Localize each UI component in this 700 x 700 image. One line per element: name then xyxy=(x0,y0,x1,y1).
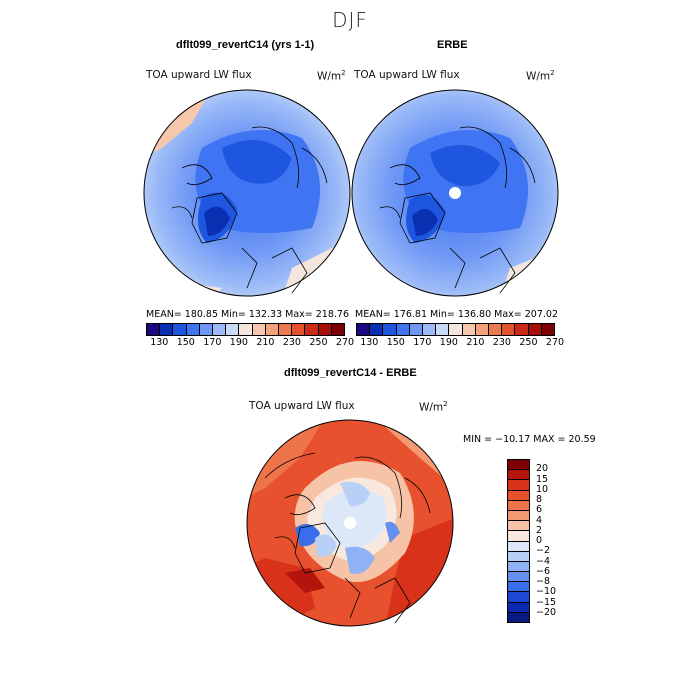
diff-colorbar-tick-label: 20 xyxy=(536,463,549,475)
diff-colorbar-tick-label: 15 xyxy=(536,473,549,485)
colorbar-swatch xyxy=(423,324,437,335)
diff-panel-stats: MIN = −10.17 MAX = 20.59 xyxy=(463,434,596,445)
diff-panel-units: W/m2 xyxy=(419,400,448,414)
diff-colorbar-tick-label: 2 xyxy=(536,524,543,536)
diff-colorbar-tick-label: −20 xyxy=(536,606,557,618)
panel-2-map xyxy=(351,89,559,297)
diff-colorbar-swatch xyxy=(508,541,529,552)
diff-panel-title: dflt099_revertC14 - ERBE xyxy=(284,367,417,379)
colorbar-swatch xyxy=(173,324,187,335)
diff-colorbar-swatch xyxy=(508,480,529,491)
colorbar-swatch xyxy=(462,324,476,335)
colorbar-swatch xyxy=(370,324,384,335)
diff-colorbar-tick-label: 0 xyxy=(536,535,543,546)
colorbar-tick-label: 130 xyxy=(360,337,379,348)
colorbar-swatch xyxy=(383,324,397,335)
panel-2-stats: MEAN= 176.81 Min= 136.80 Max= 207.02 xyxy=(355,309,559,320)
colorbar-tick-label: 150 xyxy=(386,337,405,348)
colorbar-tick-label: 130 xyxy=(150,337,169,348)
diff-colorbar-tick-label: −8 xyxy=(536,576,551,587)
diff-colorbar-swatch xyxy=(508,602,529,613)
season-title: DJF xyxy=(332,8,368,32)
colorbar-swatch xyxy=(226,324,240,335)
panel-1-title: dflt099_revertC14 (yrs 1-1) xyxy=(176,39,315,51)
panel-1-variable: TOA upward LW flux xyxy=(146,69,252,81)
colorbar-swatch xyxy=(318,324,332,335)
colorbar-swatch xyxy=(265,324,280,335)
colorbar-swatch xyxy=(515,324,529,335)
diff-colorbar-swatch xyxy=(508,490,529,501)
diff-colorbar-swatch xyxy=(508,521,529,532)
panel-2-units: W/m2 xyxy=(526,69,555,83)
panel-1-map xyxy=(143,89,351,297)
diff-colorbar-tick-label: −2 xyxy=(536,545,551,557)
diff-colorbar xyxy=(507,459,530,623)
diff-colorbar-swatch xyxy=(508,470,529,481)
colorbar-swatch xyxy=(528,324,542,335)
diff-colorbar-swatch xyxy=(508,612,529,622)
colorbar-swatch xyxy=(292,324,306,335)
diff-colorbar-swatch xyxy=(508,561,529,573)
diff-colorbar-tick-label: −6 xyxy=(536,565,551,577)
panel-2-colorbar-labels: 130 150 170 190 210 230 250 270 xyxy=(356,337,564,351)
colorbar-swatch xyxy=(502,324,516,335)
colorbar-tick-label: 150 xyxy=(176,337,195,348)
diff-panel-map xyxy=(246,419,454,627)
diff-colorbar-tick-label: 4 xyxy=(536,514,543,526)
colorbar-tick-label: 170 xyxy=(203,337,222,348)
diff-colorbar-swatch xyxy=(508,531,529,542)
diff-colorbar-swatch xyxy=(508,510,529,522)
colorbar-tick-label: 230 xyxy=(282,337,301,348)
colorbar-tick-label: 210 xyxy=(466,337,485,348)
colorbar-swatch xyxy=(305,324,319,335)
diff-colorbar-tick-label: −10 xyxy=(536,586,557,598)
panel-2-variable: TOA upward LW flux xyxy=(354,69,460,81)
colorbar-tick-label: 230 xyxy=(492,337,511,348)
colorbar-swatch xyxy=(331,324,345,335)
colorbar-swatch xyxy=(239,324,253,335)
colorbar-tick-label: 270 xyxy=(335,337,355,348)
colorbar-tick-label: 270 xyxy=(545,337,565,348)
colorbar-swatch xyxy=(541,324,555,335)
colorbar-swatch xyxy=(213,324,227,335)
colorbar-swatch xyxy=(279,324,293,335)
diff-colorbar-tick-label: 6 xyxy=(536,504,543,516)
panel-2-title: ERBE xyxy=(437,39,468,51)
colorbar-swatch xyxy=(252,324,266,335)
colorbar-tick-label: 250 xyxy=(309,337,328,348)
panel-1-colorbar xyxy=(146,323,345,336)
diff-colorbar-swatch xyxy=(508,500,529,511)
diff-colorbar-swatch xyxy=(508,551,529,562)
colorbar-swatch xyxy=(186,324,200,335)
colorbar-tick-label: 190 xyxy=(439,337,458,348)
panel-1-stats: MEAN= 180.85 Min= 132.33 Max= 218.76 xyxy=(146,309,350,320)
panel-2-colorbar xyxy=(356,323,555,336)
diff-colorbar-tick-label: −15 xyxy=(536,596,557,608)
diff-panel-variable: TOA upward LW flux xyxy=(249,400,355,412)
colorbar-swatch xyxy=(147,324,161,335)
colorbar-tick-label: 190 xyxy=(229,337,248,348)
colorbar-tick-label: 250 xyxy=(519,337,538,348)
panel-1-units: W/m2 xyxy=(317,69,346,83)
colorbar-swatch xyxy=(160,324,174,335)
colorbar-tick-label: 170 xyxy=(413,337,432,348)
diff-colorbar-swatch xyxy=(508,460,529,471)
colorbar-swatch xyxy=(436,324,450,335)
colorbar-swatch xyxy=(409,324,424,335)
colorbar-swatch xyxy=(199,324,214,335)
diff-colorbar-tick-label: 8 xyxy=(536,494,543,505)
colorbar-swatch xyxy=(357,324,371,335)
colorbar-tick-label: 210 xyxy=(256,337,275,348)
panel-1-colorbar-labels: 130 150 170 190 210 230 250 270 xyxy=(146,337,354,351)
diff-colorbar-swatch xyxy=(508,592,529,603)
colorbar-swatch xyxy=(449,324,463,335)
diff-colorbar-swatch xyxy=(508,582,529,593)
colorbar-swatch xyxy=(475,324,490,335)
diff-colorbar-swatch xyxy=(508,572,529,583)
colorbar-swatch xyxy=(396,324,410,335)
diff-colorbar-tick-label: 10 xyxy=(536,483,549,495)
colorbar-swatch xyxy=(489,324,503,335)
diff-colorbar-tick-label: −4 xyxy=(536,555,551,567)
diff-colorbar-labels: 20 15 10 8 6 4 2 0 −2 −4 −6 −8 −10 −15 −20 xyxy=(536,459,576,621)
